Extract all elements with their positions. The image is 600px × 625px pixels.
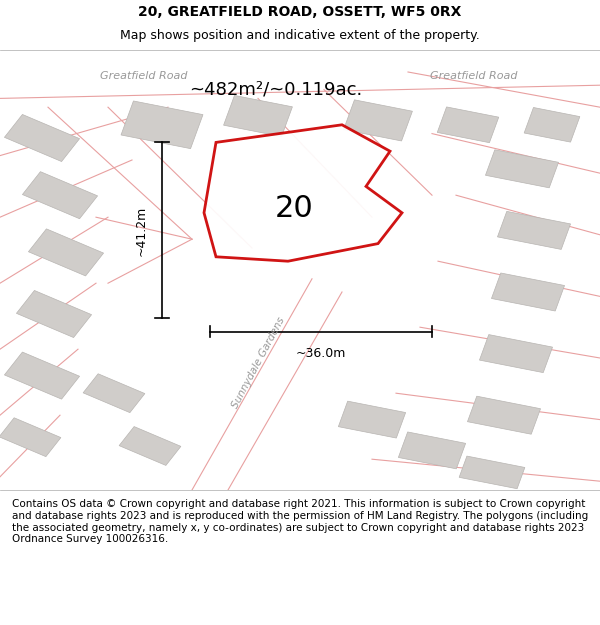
Text: ~36.0m: ~36.0m bbox=[296, 347, 346, 360]
Text: Map shows position and indicative extent of the property.: Map shows position and indicative extent… bbox=[120, 29, 480, 42]
Polygon shape bbox=[338, 401, 406, 438]
Polygon shape bbox=[204, 125, 402, 261]
Polygon shape bbox=[479, 334, 553, 372]
Polygon shape bbox=[437, 107, 499, 142]
Polygon shape bbox=[121, 101, 203, 149]
Text: Sunnydale Gardens: Sunnydale Gardens bbox=[230, 315, 286, 409]
Polygon shape bbox=[485, 150, 559, 188]
Text: Greatfield Road: Greatfield Road bbox=[100, 71, 188, 81]
Polygon shape bbox=[224, 96, 292, 137]
Text: Contains OS data © Crown copyright and database right 2021. This information is : Contains OS data © Crown copyright and d… bbox=[12, 499, 588, 544]
Polygon shape bbox=[398, 432, 466, 469]
Polygon shape bbox=[344, 100, 412, 141]
Polygon shape bbox=[4, 114, 80, 161]
Polygon shape bbox=[491, 273, 565, 311]
Polygon shape bbox=[524, 107, 580, 142]
Polygon shape bbox=[83, 374, 145, 413]
Polygon shape bbox=[28, 229, 104, 276]
Polygon shape bbox=[467, 396, 541, 434]
Polygon shape bbox=[4, 352, 80, 399]
Text: 20, GREATFIELD ROAD, OSSETT, WF5 0RX: 20, GREATFIELD ROAD, OSSETT, WF5 0RX bbox=[139, 6, 461, 19]
Text: ~482m²/~0.119ac.: ~482m²/~0.119ac. bbox=[190, 81, 362, 99]
Polygon shape bbox=[119, 427, 181, 466]
Polygon shape bbox=[0, 418, 61, 457]
Text: Greatfield Road: Greatfield Road bbox=[430, 71, 518, 81]
Text: ~41.2m: ~41.2m bbox=[134, 205, 148, 256]
Polygon shape bbox=[22, 172, 98, 219]
Polygon shape bbox=[16, 291, 92, 338]
Text: 20: 20 bbox=[275, 194, 313, 223]
Polygon shape bbox=[459, 456, 525, 489]
Polygon shape bbox=[497, 211, 571, 249]
